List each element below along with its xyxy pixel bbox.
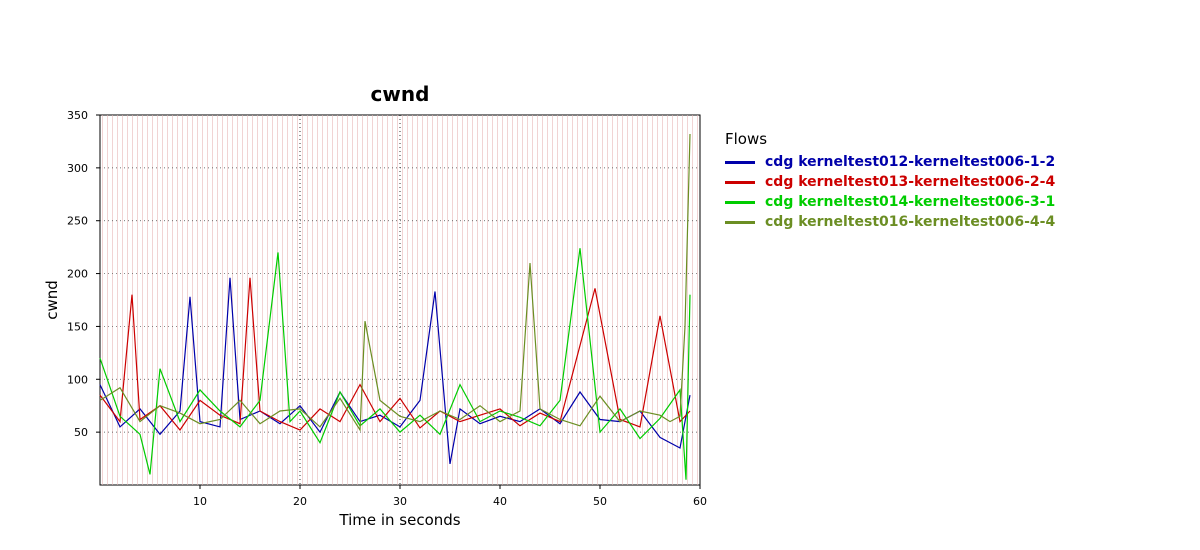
y-tick-label: 200 [67, 268, 88, 281]
y-tick-label: 100 [67, 373, 88, 386]
legend-label: cdg kerneltest013-kerneltest006-2-4 [765, 174, 1056, 190]
series-line-4 [99, 133, 691, 432]
y-tick-label: 350 [67, 109, 88, 122]
x-tick-label: 60 [693, 495, 707, 508]
axes-layer: 10 20 30 40 50 60 50 100 150 200 250 300 350 [67, 109, 707, 508]
legend-item: cdg kerneltest012-kerneltest006-1-2 [725, 152, 1055, 172]
series-line-1 [99, 277, 691, 465]
legend-swatch [725, 160, 755, 164]
legend: Flows cdg kerneltest012-kerneltest006-1-… [725, 130, 1055, 232]
x-axis-label: Time in seconds [338, 511, 460, 529]
legend-label: cdg kerneltest012-kerneltest006-1-2 [765, 154, 1056, 170]
series-line-3 [99, 248, 691, 480]
y-tick-label: 150 [67, 320, 88, 333]
y-tick-label: 50 [74, 426, 88, 439]
legend-label: cdg kerneltest016-kerneltest006-4-4 [765, 214, 1056, 230]
legend-item: cdg kerneltest013-kerneltest006-2-4 [725, 172, 1055, 192]
y-tick-label: 300 [67, 162, 88, 175]
legend-swatch [725, 200, 755, 204]
y-tick-label: 250 [67, 215, 88, 228]
legend-item: cdg kerneltest014-kerneltest006-3-1 [725, 192, 1055, 212]
legend-swatch [725, 180, 755, 184]
y-axis-label: cwnd [43, 280, 61, 320]
chart-title: cwnd [371, 82, 430, 106]
legend-label: cdg kerneltest014-kerneltest006-3-1 [765, 194, 1056, 210]
legend-swatch [725, 220, 755, 224]
x-tick-label: 20 [293, 495, 307, 508]
x-tick-label: 30 [393, 495, 407, 508]
legend-title: Flows [725, 130, 768, 148]
x-tick-label: 10 [193, 495, 207, 508]
series-layer [99, 133, 691, 480]
x-tick-label: 50 [593, 495, 607, 508]
x-tick-label: 40 [493, 495, 507, 508]
legend-item: cdg kerneltest016-kerneltest006-4-4 [725, 212, 1055, 232]
series-line-2 [99, 277, 691, 432]
